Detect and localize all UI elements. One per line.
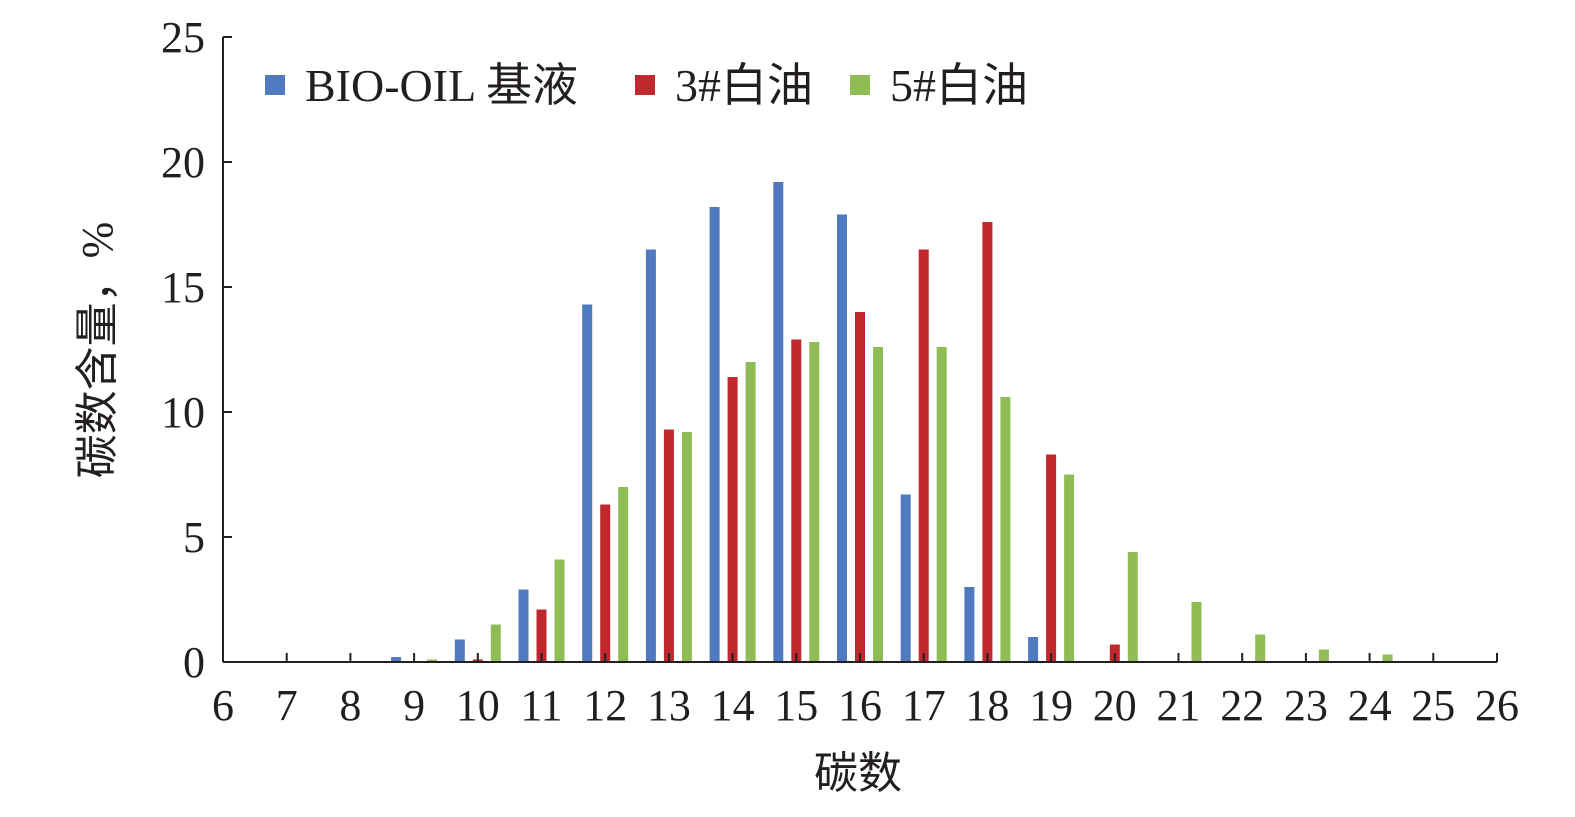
bar-series3-19 bbox=[1064, 474, 1075, 662]
bar-series1-13 bbox=[645, 249, 656, 662]
bar-series2-13 bbox=[663, 429, 674, 662]
bar-series2-11 bbox=[536, 609, 547, 662]
bar-series3-10 bbox=[490, 624, 501, 662]
bar-series2-15 bbox=[791, 339, 802, 662]
bar-series1-12 bbox=[582, 304, 593, 662]
y-tick-label-10: 10 bbox=[161, 388, 205, 437]
x-tick-label-6: 6 bbox=[212, 681, 234, 730]
legend-swatch-1 bbox=[265, 75, 285, 95]
bars-group bbox=[391, 182, 1393, 662]
x-axis-title: 碳数 bbox=[814, 749, 902, 798]
y-tick-label-20: 20 bbox=[161, 138, 205, 187]
bar-series3-23 bbox=[1318, 649, 1329, 662]
bar-series1-11 bbox=[518, 589, 529, 662]
bar-series2-16 bbox=[855, 312, 865, 662]
bar-series1-17 bbox=[900, 494, 911, 662]
legend-label-1: BIO-OIL 基液 bbox=[305, 60, 578, 111]
bar-series3-9 bbox=[427, 659, 438, 662]
x-tick-label-13: 13 bbox=[647, 681, 691, 730]
bar-series2-18 bbox=[982, 222, 993, 662]
legend-swatch-2 bbox=[635, 75, 655, 95]
bar-series2-12 bbox=[600, 504, 611, 662]
bar-series3-21 bbox=[1191, 602, 1202, 662]
bar-series1-15 bbox=[773, 182, 784, 662]
x-tick-label-12: 12 bbox=[583, 681, 627, 730]
x-tick-label-8: 8 bbox=[339, 681, 361, 730]
y-tick-label-5: 5 bbox=[183, 513, 205, 562]
bar-series1-14 bbox=[709, 207, 720, 662]
bar-series1-16 bbox=[837, 214, 847, 662]
axes-group: 0 5 10 15 20 25 6 7 8 9 10 11 12 13 14 15 16 17 18 19 20 21 22… bbox=[161, 13, 1519, 730]
x-tick-label-23: 23 bbox=[1284, 681, 1328, 730]
x-tick-label-20: 20 bbox=[1093, 681, 1137, 730]
x-tick-label-7: 7 bbox=[276, 681, 298, 730]
x-tick-label-17: 17 bbox=[902, 681, 946, 730]
bar-series2-17 bbox=[918, 249, 929, 662]
legend-label-2: 3#白油 bbox=[675, 60, 813, 111]
bar-series3-24 bbox=[1382, 654, 1393, 662]
bar-series3-17 bbox=[936, 347, 947, 662]
y-tick-label-25: 25 bbox=[161, 13, 205, 62]
x-tick-label-24: 24 bbox=[1348, 681, 1392, 730]
x-tick-label-14: 14 bbox=[711, 681, 755, 730]
x-tick-label-16: 16 bbox=[838, 681, 882, 730]
bar-series3-20 bbox=[1127, 552, 1138, 662]
x-tick-label-26: 26 bbox=[1475, 681, 1519, 730]
x-tick-label-15: 15 bbox=[774, 681, 818, 730]
x-tick-label-9: 9 bbox=[403, 681, 425, 730]
bar-series2-19 bbox=[1046, 454, 1057, 662]
bar-series3-18 bbox=[1000, 397, 1011, 662]
bar-series1-19 bbox=[1028, 637, 1039, 662]
x-tick-label-25: 25 bbox=[1411, 681, 1455, 730]
bar-series3-13 bbox=[681, 432, 692, 662]
x-tick-label-19: 19 bbox=[1029, 681, 1073, 730]
bar-series1-18 bbox=[964, 587, 975, 662]
bar-series3-16 bbox=[873, 347, 883, 662]
bar-series3-12 bbox=[618, 487, 629, 662]
legend-label-3: 5#白油 bbox=[890, 60, 1028, 111]
legend: BIO-OIL 基液 3#白油 5#白油 bbox=[265, 60, 1028, 111]
bar-series1-10 bbox=[454, 639, 465, 662]
y-axis-title: 碳数含量，% bbox=[73, 222, 122, 479]
bar-series3-22 bbox=[1255, 634, 1266, 662]
legend-swatch-3 bbox=[850, 75, 870, 95]
x-tick-label-22: 22 bbox=[1220, 681, 1264, 730]
bar-series1-9 bbox=[391, 657, 402, 662]
x-tick-label-18: 18 bbox=[965, 681, 1009, 730]
y-tick-label-15: 15 bbox=[161, 263, 205, 312]
y-tick-label-0: 0 bbox=[183, 638, 205, 687]
bar-series3-11 bbox=[554, 559, 565, 662]
x-tick-label-11: 11 bbox=[520, 681, 562, 730]
bar-series3-14 bbox=[745, 362, 756, 662]
bar-series2-14 bbox=[727, 377, 738, 662]
x-tick-label-10: 10 bbox=[456, 681, 500, 730]
bar-series3-15 bbox=[809, 342, 820, 662]
x-tick-label-21: 21 bbox=[1157, 681, 1201, 730]
